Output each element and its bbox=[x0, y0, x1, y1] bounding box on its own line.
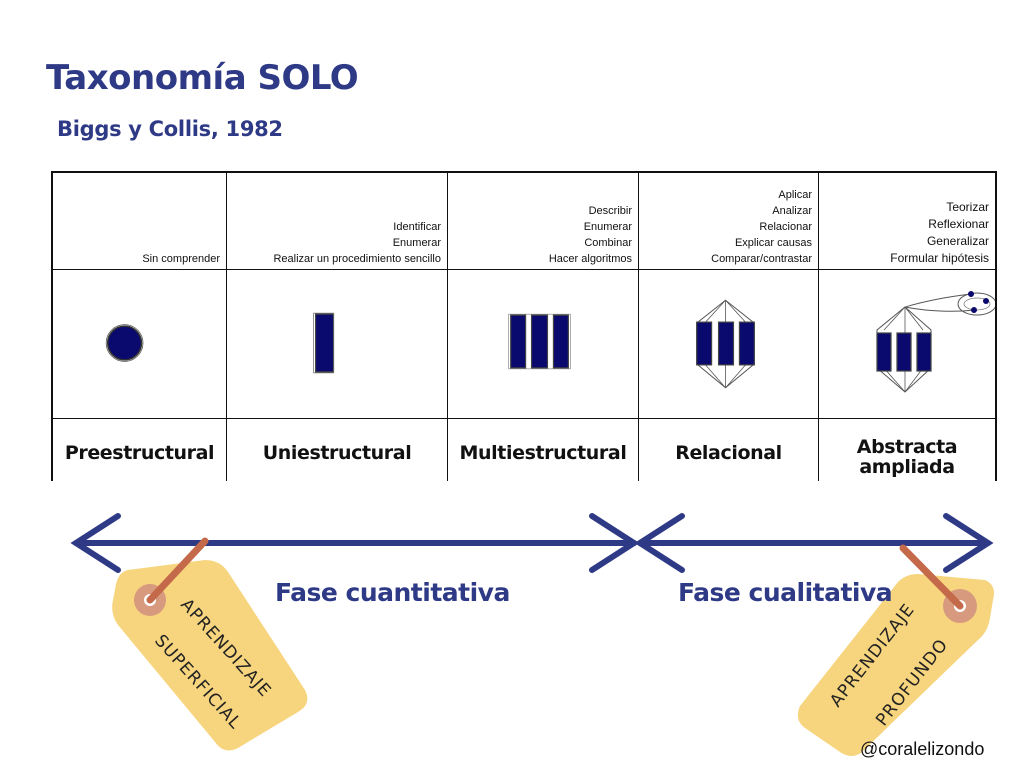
single-block-icon bbox=[313, 312, 335, 374]
level-column-abstracta-ampliada: Teorizar Reflexionar Generalizar Formula… bbox=[819, 173, 995, 481]
verb: Enumerar bbox=[583, 221, 632, 233]
level-column-preestructural: Sin comprender Preestructural bbox=[53, 173, 227, 481]
verb: Combinar bbox=[584, 237, 632, 249]
level-column-multiestructural: Describir Enumerar Combinar Hacer algori… bbox=[448, 173, 639, 481]
linked-blocks-icon bbox=[696, 299, 755, 389]
verbs-cell: Sin comprender bbox=[53, 173, 226, 270]
verb: Relacionar bbox=[759, 221, 812, 233]
solo-table: Sin comprender Preestructural Identifica… bbox=[51, 171, 997, 481]
verb: Realizar un procedimiento sencillo bbox=[273, 253, 441, 265]
verb: Aplicar bbox=[778, 189, 812, 201]
level-name: Multiestructural bbox=[459, 442, 627, 464]
icon-cell bbox=[53, 272, 226, 419]
quantitative-arrow bbox=[70, 513, 640, 573]
phase-quantitative-label: Fase cuantitativa bbox=[275, 578, 510, 607]
level-name: Uniestructural bbox=[262, 442, 412, 464]
verb: Hacer algoritmos bbox=[548, 253, 632, 265]
verbs-cell: Teorizar Reflexionar Generalizar Formula… bbox=[819, 173, 995, 270]
level-name: Abstracta ampliada bbox=[856, 436, 958, 478]
verb: Reflexionar bbox=[928, 217, 989, 231]
verb: Identificar bbox=[393, 221, 441, 233]
verb: Sin comprender bbox=[142, 253, 220, 265]
abstract-blocks-icon bbox=[876, 291, 995, 393]
verbs-cell: Aplicar Analizar Relacionar Explicar cau… bbox=[639, 173, 818, 270]
icon-cell bbox=[639, 272, 818, 419]
verb: Generalizar bbox=[926, 234, 989, 248]
level-column-uniestructural: Identificar Enumerar Realizar un procedi… bbox=[227, 173, 448, 481]
verb: Describir bbox=[588, 205, 632, 217]
single-dot-icon bbox=[105, 324, 144, 362]
verb: Formular hipótesis bbox=[890, 251, 989, 265]
verb: Enumerar bbox=[392, 237, 441, 249]
phase-qualitative-label: Fase cualitativa bbox=[678, 578, 893, 607]
icon-cell bbox=[227, 272, 447, 419]
icon-cell bbox=[819, 272, 995, 419]
verb: Comparar/contrastar bbox=[711, 253, 812, 265]
qualitative-arrow bbox=[634, 513, 994, 573]
verbs-cell: Describir Enumerar Combinar Hacer algori… bbox=[448, 173, 638, 270]
level-name: Relacional bbox=[675, 442, 782, 464]
author-credit: @coralelizondo bbox=[860, 739, 985, 759]
icon-cell bbox=[448, 272, 638, 419]
three-blocks-icon bbox=[508, 313, 571, 370]
verbs-cell: Identificar Enumerar Realizar un procedi… bbox=[227, 173, 447, 270]
surface-learning-tag: APRENDIZAJE SUPERFICIAL bbox=[112, 537, 308, 751]
page-subtitle: Biggs y Collis, 1982 bbox=[57, 117, 283, 141]
level-column-relacional: Aplicar Analizar Relacionar Explicar cau… bbox=[639, 173, 819, 481]
verb: Explicar causas bbox=[734, 237, 812, 249]
page-title: Taxonomía SOLO bbox=[46, 58, 359, 98]
level-name: Preestructural bbox=[64, 442, 215, 464]
verb: Analizar bbox=[772, 205, 812, 217]
verb: Teorizar bbox=[946, 200, 989, 214]
